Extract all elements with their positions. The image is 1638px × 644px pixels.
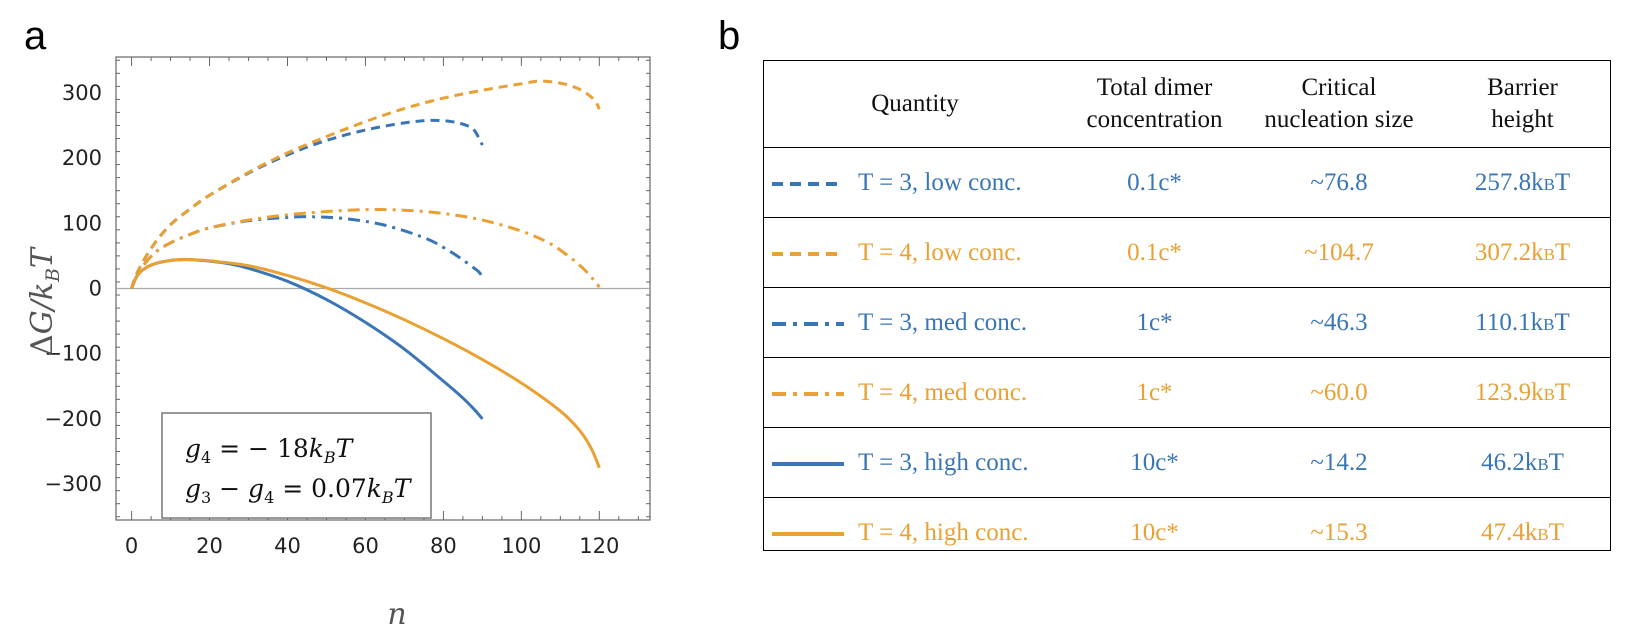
legend-swatch-solid (772, 461, 844, 466)
legend-line-1: g4 = − 18kBT (185, 434, 355, 467)
series-line-6 (130, 257, 601, 469)
series-line-3 (130, 215, 484, 290)
cell-barrier-height: 123.9kBT (1435, 357, 1610, 428)
table-row: T = 3, low conc. 0.1c* ~76.8 257.8kBT (764, 147, 1610, 218)
quantity-label: T = 4, low conc. (858, 238, 1022, 266)
axis-ticks: 0 20 40 60 80 100 120 −300 −200 −100 0 100 200 300 (44, 57, 650, 558)
cell-nucleation-size: ~14.2 (1243, 427, 1435, 498)
header-concentration: Total dimer concentration (1066, 61, 1243, 148)
table-row: T = 4, med conc. 1c* ~60.0 123.9kBT (764, 357, 1610, 428)
x-axis-title: n (387, 597, 406, 632)
cell-concentration: 10c* (1066, 497, 1243, 567)
cell-quantity: T = 3, med conc. (764, 287, 1066, 358)
header-quantity: Quantity (764, 61, 1066, 148)
series-line-5 (130, 257, 484, 420)
y-tick-label: 100 (62, 211, 102, 235)
panel-b-letter: b (718, 14, 741, 58)
y-tick-label: 300 (62, 81, 102, 105)
cell-barrier-height: 46.2kBT (1435, 427, 1610, 498)
legend-swatch-dash-dot (772, 321, 844, 326)
cell-quantity: T = 4, high conc. (764, 497, 1066, 567)
cell-barrier-height: 47.4kBT (1435, 497, 1610, 567)
y-tick-label: −200 (44, 407, 102, 431)
cell-nucleation-size: ~60.0 (1243, 357, 1435, 428)
y-axis-title: ΔG/kBT (25, 246, 64, 356)
y-tick-label: −100 (44, 342, 102, 366)
series-line-2 (130, 79, 601, 289)
table-row: T = 3, med conc. 1c* ~46.3 110.1kBT (764, 287, 1610, 358)
cell-nucleation-size: ~104.7 (1243, 217, 1435, 288)
summary-table: Quantity Total dimer concentration Critic… (763, 60, 1611, 567)
quantity-label: T = 4, high conc. (858, 518, 1029, 546)
quantity-label: T = 3, med conc. (858, 308, 1028, 336)
quantity-label: T = 3, high conc. (858, 448, 1029, 476)
header-barrier-height: Barrier height (1435, 61, 1610, 148)
cell-concentration: 0.1c* (1066, 147, 1243, 218)
legend-line-2: g3 − g4 = 0.07kBT (185, 474, 413, 507)
x-tick-label: 40 (274, 534, 301, 558)
cell-quantity: T = 3, high conc. (764, 427, 1066, 498)
delta-g-chart: 0 20 40 60 80 100 120 −300 −200 −100 0 100 200 300 g4… (25, 56, 651, 632)
cell-concentration: 1c* (1066, 287, 1243, 358)
table-row: T = 3, high conc. 10c* ~14.2 46.2kBT (764, 427, 1610, 498)
cell-barrier-height: 110.1kBT (1435, 287, 1610, 358)
header-nucleation-size: Critical nucleation size (1243, 61, 1435, 148)
y-tick-label: −300 (44, 472, 102, 496)
x-tick-label: 60 (352, 534, 379, 558)
legend-swatch-solid (772, 531, 844, 536)
y-tick-label: 0 (89, 277, 102, 301)
series-line-1 (130, 118, 484, 289)
quantity-label: T = 3, low conc. (858, 168, 1022, 196)
cell-nucleation-size: ~46.3 (1243, 287, 1435, 358)
legend-swatch-dashed (772, 181, 844, 186)
legend-frame (161, 412, 432, 519)
quantity-label: T = 4, med conc. (858, 378, 1028, 406)
cell-concentration: 1c* (1066, 357, 1243, 428)
x-tick-label: 0 (125, 534, 138, 558)
panel-a-letter: a (24, 14, 47, 58)
x-tick-label: 20 (196, 534, 223, 558)
cell-quantity: T = 4, low conc. (764, 217, 1066, 288)
legend-box: g4 = − 18kBT g3 − g4 = 0.07kBT (161, 412, 432, 519)
table-row: T = 4, low conc. 0.1c* ~104.7 307.2kBT (764, 217, 1610, 288)
cell-quantity: T = 4, med conc. (764, 357, 1066, 428)
cell-concentration: 0.1c* (1066, 217, 1243, 288)
legend-swatch-dash-dot (772, 391, 844, 396)
y-tick-label: 200 (62, 146, 102, 170)
x-tick-label: 120 (579, 534, 619, 558)
cell-barrier-height: 307.2kBT (1435, 217, 1610, 288)
cell-nucleation-size: ~76.8 (1243, 147, 1435, 218)
legend-swatch-dashed (772, 251, 844, 256)
cell-barrier-height: 257.8kBT (1435, 147, 1610, 218)
table-header-row: Quantity Total dimer concentration Critic… (764, 61, 1610, 148)
cell-nucleation-size: ~15.3 (1243, 497, 1435, 567)
series-group (130, 79, 601, 469)
series-line-4 (130, 208, 601, 290)
table-row: T = 4, high conc. 10c* ~15.3 47.4kBT (764, 497, 1610, 567)
x-tick-label: 80 (430, 534, 457, 558)
x-tick-label: 100 (501, 534, 541, 558)
cell-quantity: T = 3, low conc. (764, 147, 1066, 218)
cell-concentration: 10c* (1066, 427, 1243, 498)
